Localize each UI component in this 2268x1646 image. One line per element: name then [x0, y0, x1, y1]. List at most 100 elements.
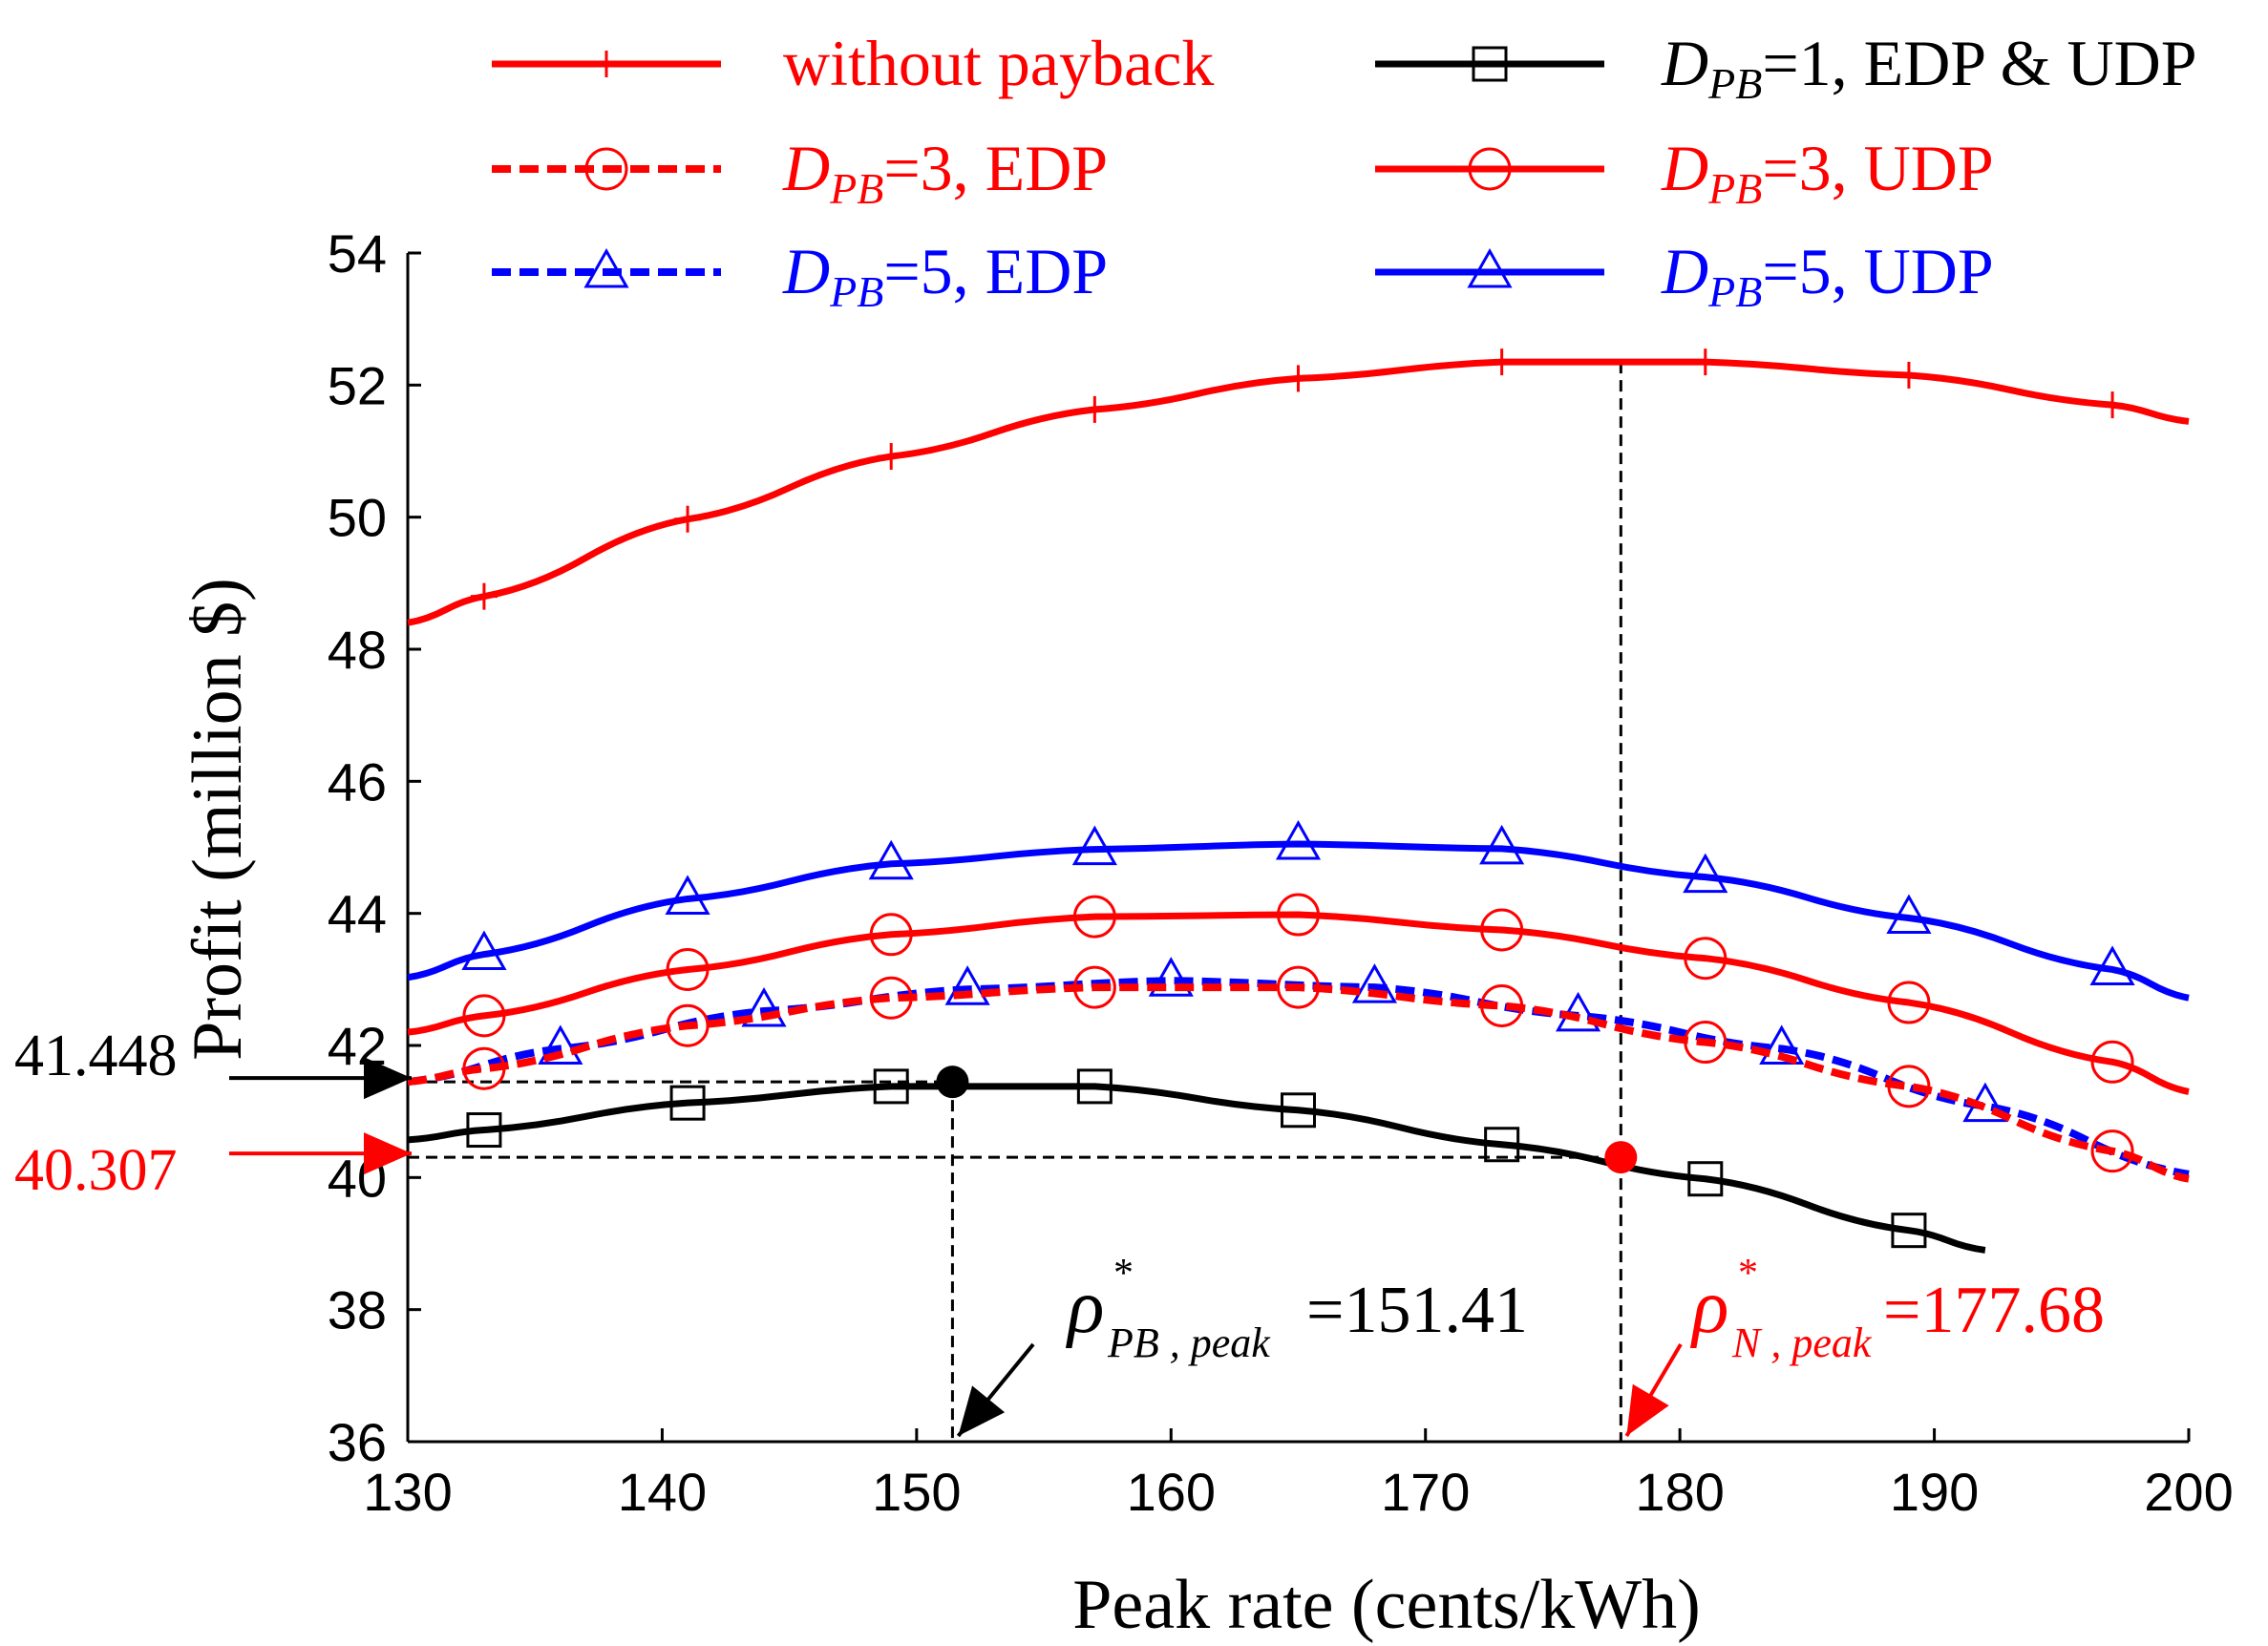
arrow-head [364, 1057, 412, 1100]
data-point [1480, 908, 1524, 952]
series-line [407, 840, 2190, 1002]
legend-subscript: PB [1707, 59, 1762, 108]
legend-value: =1, EDP & UDP [1762, 27, 2196, 99]
data-point [1072, 895, 1116, 939]
data-point [462, 994, 506, 1038]
data-point [1683, 853, 1728, 894]
legend-subscript: PB [829, 164, 883, 213]
legend-entry-3: DPB=3, UDP [1375, 132, 1994, 213]
data-point [1887, 981, 1931, 1024]
x-tick-label: 190 [1890, 1462, 1979, 1522]
legend-value: =3, UDP [1762, 132, 1993, 204]
series-3 [407, 893, 2190, 1095]
legend-value: without payback [783, 27, 1214, 99]
callout-label-black: 41.448 [14, 1023, 178, 1088]
legend-entry-2: DPB=3, EDP [492, 132, 1108, 213]
x-tick-label: 200 [2144, 1462, 2233, 1522]
legend-entry-4: DPB=5, EDP [492, 235, 1108, 316]
axes: 130 140 150 160 170 180 190 2003638404244464850… [328, 223, 2234, 1522]
arrow-head [1626, 1383, 1669, 1436]
y-tick-label: 48 [328, 620, 387, 680]
series-line [407, 911, 2190, 1095]
x-tick-label: 130 [363, 1462, 452, 1522]
data-point [470, 582, 498, 610]
rho-superscript: * [1113, 1252, 1134, 1296]
data-point [869, 913, 913, 957]
y-tick-label: 46 [328, 751, 387, 812]
arrow-head [364, 1132, 412, 1175]
data-point [1687, 1161, 1724, 1197]
legend-marker [583, 247, 629, 288]
optimum-arrow-red [1624, 1342, 1683, 1438]
legend-subscript: PB [829, 267, 883, 316]
data-point [1488, 348, 1516, 376]
legend-symbol: D [1661, 235, 1708, 307]
y-tick-label: 52 [328, 355, 387, 415]
legend-label: DPB=3, UDP [1661, 132, 1994, 213]
data-point [1684, 937, 1727, 981]
y-tick-label: 50 [328, 488, 387, 548]
series-2 [407, 965, 2190, 1183]
data-point [666, 947, 710, 991]
data-point [461, 930, 507, 971]
legend-label: DPB=3, EDP [782, 132, 1108, 213]
legend-entry-1: DPB=1, EDP & UDP [1375, 27, 2197, 108]
data-point [1076, 1068, 1113, 1105]
legend-symbol: D [1661, 132, 1708, 204]
data-point [538, 1024, 583, 1065]
legend-marker [593, 51, 620, 77]
rho-subscript: PB , peak [1107, 1319, 1271, 1366]
data-point [1277, 893, 1320, 937]
legend-marker [1467, 247, 1513, 288]
series-layer [407, 348, 2190, 1254]
data-point [462, 1046, 506, 1090]
legend-label: DPB=5, EDP [782, 235, 1108, 316]
legend-marker [1468, 147, 1512, 191]
legend-label: without payback [783, 27, 1214, 99]
data-point [2090, 1129, 2134, 1173]
data-point [665, 875, 710, 915]
callout-label-red: 40.307 [14, 1138, 178, 1203]
data-point [1691, 348, 1719, 376]
rho-superscript: * [1738, 1252, 1758, 1296]
rho-value: =151.41 [1306, 1274, 1528, 1347]
series-1 [407, 1068, 1986, 1254]
optimum-arrow-black [956, 1342, 1035, 1438]
data-point [674, 505, 702, 533]
data-point [1281, 1092, 1316, 1129]
legend-value: =5, EDP [883, 235, 1108, 307]
data-point [873, 1068, 909, 1105]
x-tick-label: 180 [1635, 1462, 1724, 1522]
data-point [1277, 965, 1320, 1009]
legend-symbol: D [782, 235, 830, 307]
data-point [868, 839, 914, 880]
data-point [944, 965, 990, 1005]
legend-value: =5, UDP [1762, 235, 1993, 307]
optimum-point-red [1604, 1141, 1638, 1174]
rho-symbol: ρ [1689, 1265, 1728, 1349]
data-point [1351, 963, 1398, 1003]
callout-arrow-black [229, 1057, 412, 1100]
series-4 [407, 957, 2190, 1178]
x-tick-label: 170 [1381, 1462, 1470, 1522]
data-point [2089, 945, 2135, 985]
series-line [407, 1083, 1986, 1254]
rho-symbol: ρ [1065, 1265, 1104, 1349]
data-point [1480, 984, 1524, 1027]
data-point [1759, 1024, 1805, 1065]
data-point [666, 1003, 710, 1047]
optimum-label-black: ρ * PB , peak =151.41 [1065, 1252, 1528, 1366]
x-tick-label: 150 [872, 1462, 961, 1522]
series-5 [407, 820, 2190, 1002]
data-point [1891, 1213, 1927, 1249]
series-line [407, 358, 2190, 626]
y-tick-label: 38 [328, 1280, 387, 1340]
data-point [1886, 894, 1932, 935]
data-point [1895, 361, 1922, 389]
series-line [407, 983, 2190, 1183]
x-tick-label: 140 [618, 1462, 707, 1522]
legend-entry-0: without payback [492, 27, 1214, 99]
legend-entry-5: DPB=5, UDP [1375, 235, 1994, 316]
series-0 [407, 348, 2190, 626]
